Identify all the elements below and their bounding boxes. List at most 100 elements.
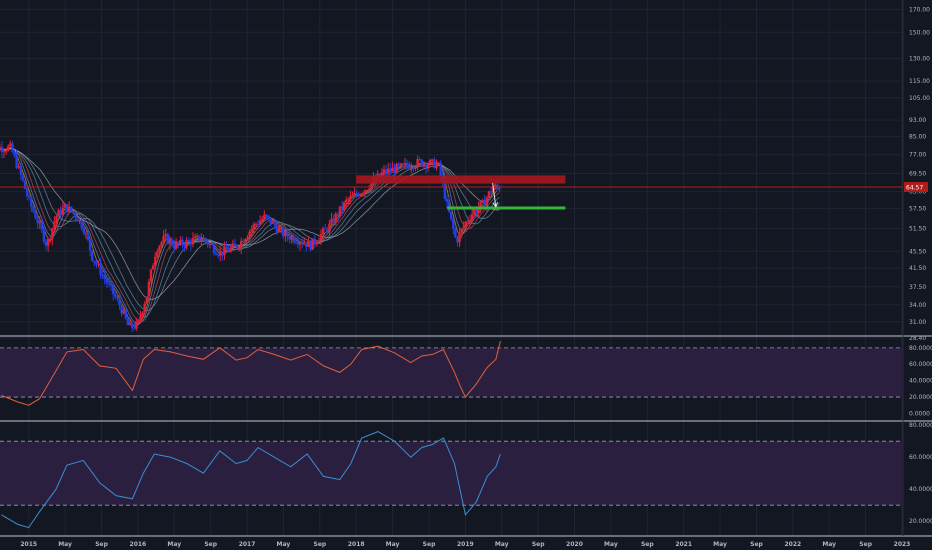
candle-body [275, 225, 279, 233]
candle-body [454, 228, 457, 238]
candle-body [164, 234, 167, 237]
candle-body [103, 274, 107, 279]
candle-body [286, 231, 289, 237]
candle-body [307, 241, 310, 247]
x-tick-label: May [58, 541, 72, 548]
indicator-panel-bands [0, 347, 903, 506]
candle-body [19, 166, 23, 175]
candle-body [397, 164, 400, 166]
candle-body [212, 244, 216, 253]
candle-body [246, 236, 249, 240]
candle-body [370, 182, 373, 189]
candle-body [105, 278, 109, 284]
x-tick-label: 2018 [348, 541, 365, 548]
candle-body [23, 180, 27, 189]
candle-body [403, 162, 407, 164]
candle-body [118, 298, 121, 305]
trend-arrow[interactable] [492, 182, 497, 207]
candle-body [355, 192, 358, 195]
candle-body [76, 217, 79, 222]
candle-body [162, 236, 165, 243]
price-y-tick-label: 63.00 [909, 189, 926, 196]
candle-body [485, 197, 489, 206]
price-y-tick-label: 170.00 [909, 6, 930, 13]
candle-body [179, 239, 182, 244]
candle-body [145, 296, 148, 304]
candle-body [135, 321, 138, 329]
candle-body [109, 283, 113, 286]
x-tick-label: Sep [423, 541, 436, 548]
candle-body [86, 232, 90, 241]
candle-body [181, 239, 184, 246]
candle-body [368, 188, 371, 190]
candle-body [42, 229, 46, 242]
x-tick-label: Sep [532, 541, 545, 548]
candle-body [382, 169, 386, 173]
candle-body [4, 150, 8, 152]
candle-body [319, 234, 323, 241]
resistance-zone-rect[interactable] [356, 175, 566, 184]
rsi-y-tick-label: 20.0000 [909, 394, 932, 401]
candle-body [456, 237, 459, 243]
candle-body [219, 251, 222, 256]
candle-body [128, 323, 132, 326]
rsi-line [1, 341, 501, 406]
oscillator-line [1, 431, 501, 529]
candle-body [380, 172, 384, 176]
x-tick-label: May [604, 541, 618, 548]
candle-body [294, 241, 298, 243]
candle-body [93, 260, 96, 263]
candle-body [74, 212, 77, 218]
candle-body [124, 310, 127, 319]
candle-body [198, 235, 201, 241]
candle-body [51, 228, 54, 239]
candle-body [57, 210, 60, 217]
candle-body [498, 186, 501, 190]
candle-body [151, 265, 155, 270]
candle-body [464, 221, 468, 227]
candle-body [416, 158, 419, 167]
annotation-layer[interactable] [0, 175, 903, 210]
candle-body [80, 220, 83, 228]
candle-body [137, 319, 140, 322]
x-tick-label: 2021 [675, 541, 692, 548]
candle-body [160, 242, 163, 247]
candle-body [345, 199, 348, 203]
candle-body [63, 203, 67, 208]
candle-body [88, 240, 92, 251]
axis-labels: 2015 May Sep 2016 May Sep 2017 May Sep 2018 May Sep… [20, 6, 932, 548]
candle-body [174, 242, 178, 249]
price-y-tick-label: 115.00 [909, 78, 930, 85]
candle-body [99, 263, 102, 275]
candle-body [242, 240, 245, 243]
candle-body [191, 238, 195, 245]
candle-body [70, 206, 73, 212]
candle-body [431, 159, 434, 161]
candle-body [240, 240, 243, 248]
candle-body [237, 247, 241, 249]
candle-body [292, 236, 295, 242]
rsi-y-tick-label: 40.0000 [909, 378, 932, 385]
oscillator-y-tick-label: 80.0000 [909, 422, 932, 429]
candle-body [393, 167, 396, 173]
oscillator-y-tick-label: 40.0000 [909, 486, 932, 493]
candle-body [342, 202, 346, 210]
candle-body [65, 203, 69, 212]
candle-body [273, 221, 277, 226]
x-tick-label: Sep [750, 541, 763, 548]
candle-body [449, 211, 453, 219]
x-tick-label: 2023 [894, 541, 911, 548]
candle-body [141, 312, 144, 317]
candle-body [439, 162, 442, 176]
candle-body [0, 147, 2, 151]
candle-body [225, 246, 228, 250]
candle-body [254, 223, 258, 225]
candle-body [204, 238, 207, 242]
candle-body [303, 243, 306, 245]
candle-body [418, 158, 421, 160]
candle-body [112, 285, 115, 295]
candle-body [13, 152, 16, 156]
candle-body [44, 241, 48, 246]
candle-body [443, 182, 447, 199]
